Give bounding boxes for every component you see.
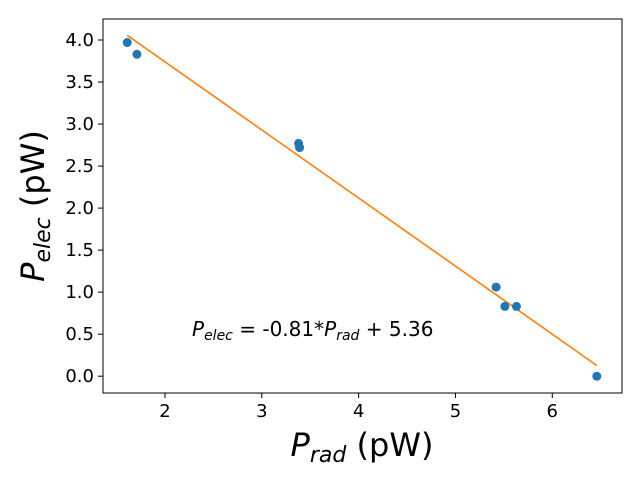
y-axis-label: Pelec (pW) <box>14 130 56 282</box>
x-axis-label-unit: (pW) <box>346 426 433 464</box>
x-axis-label: Prad (pW) <box>291 426 434 468</box>
y-tick-label: 0.0 <box>65 366 94 387</box>
plot-frame <box>102 18 623 394</box>
fit-line <box>126 34 598 367</box>
data-point <box>122 38 132 48</box>
x-axis-label-sub: rad <box>310 443 348 468</box>
chart-marks <box>122 34 602 381</box>
data-point <box>491 282 501 292</box>
y-tick-label: 3.0 <box>65 114 94 135</box>
annotation-rhs-main: P <box>324 317 337 341</box>
annotation-tail: + 5.36 <box>359 317 433 341</box>
data-point <box>132 49 142 59</box>
x-tick-label: 3 <box>256 401 267 422</box>
annotation-lhs-sub: elec <box>204 328 233 344</box>
annotation-lhs-main: P <box>192 317 205 341</box>
y-axis-label-sub: elec <box>31 217 56 262</box>
y-tick-label: 0.5 <box>65 324 94 345</box>
annotation-mid: = -0.81* <box>233 317 324 341</box>
x-tick-label: 4 <box>353 401 364 422</box>
data-point <box>511 301 521 311</box>
y-tick-label: 2.5 <box>65 156 94 177</box>
y-tick-label: 1.0 <box>65 282 94 303</box>
x-tick-label: 2 <box>159 401 170 422</box>
y-tick-label: 3.5 <box>65 72 94 93</box>
annotation-rhs-sub: rad <box>336 328 359 344</box>
y-axis-label-main: P <box>14 262 52 282</box>
data-point <box>592 371 602 381</box>
y-tick-label: 1.5 <box>65 240 94 261</box>
fit-equation-annotation: Pelec = -0.81*Prad + 5.36 <box>192 317 433 344</box>
y-axis-label-unit: (pW) <box>14 130 52 217</box>
x-tick-label: 5 <box>450 401 461 422</box>
y-tick-label: 4.0 <box>65 30 94 51</box>
plot-area <box>103 19 622 393</box>
data-point <box>500 301 510 311</box>
axis-ticks: 2 3 4 5 6 0.0 0.5 1.0 1.5 2.0 2.5 3.0 3.5 4.0 <box>65 30 558 422</box>
x-tick-label: 6 <box>547 401 558 422</box>
data-point <box>295 143 305 153</box>
y-tick-label: 2.0 <box>65 198 94 219</box>
x-axis-label-main: P <box>291 426 311 464</box>
